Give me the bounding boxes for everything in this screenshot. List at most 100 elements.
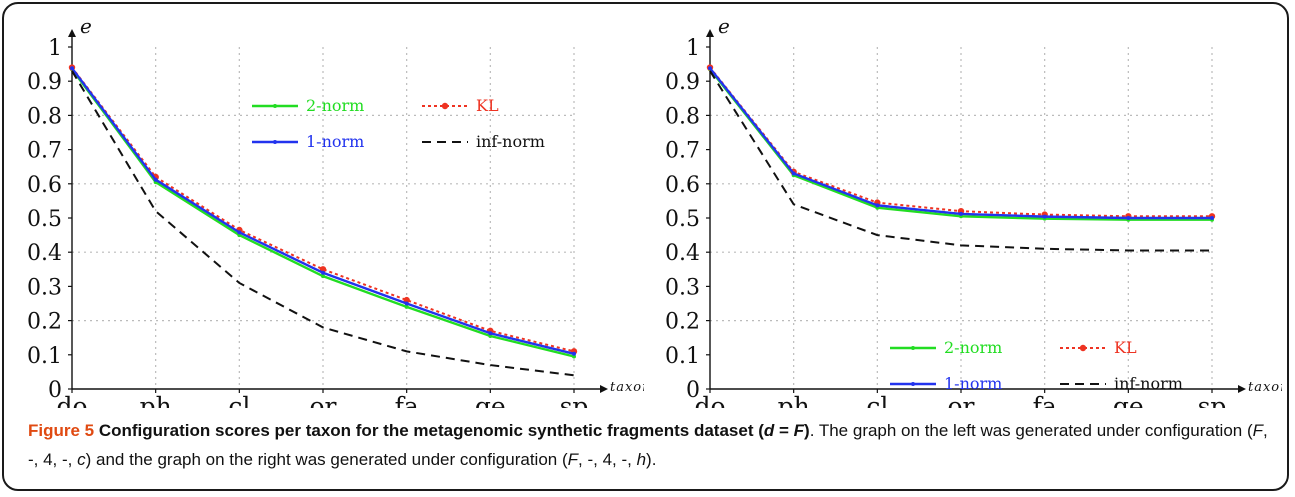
y-tick-label: 0.1 [665,344,700,369]
y-axis-label: e [718,14,730,38]
data-point [153,177,158,182]
caption-eq: = [774,421,794,440]
caption-var-f: F [793,421,805,440]
caption-cfg1-c: c [77,450,86,469]
legend-label-inf-norm: inf-norm [1114,374,1183,393]
legend-marker-2-norm [911,346,915,350]
data-point [791,171,796,176]
data-point [321,274,325,279]
y-axis-arrow [68,29,76,37]
y-tick-label: 0.7 [27,139,62,164]
data-point [572,351,576,356]
series-inf-norm [71,70,575,377]
legend-marker-KL [441,102,449,110]
x-tick-label: fa [1033,392,1057,408]
legend-label-inf-norm: inf-norm [476,132,545,151]
y-tick-label: 0.9 [665,70,700,95]
series-1-norm [708,66,1214,220]
legend-label-2-norm: 2-norm [944,338,1002,357]
x-tick-label: do [694,392,725,408]
x-tick-label: or [947,392,974,408]
data-point [321,270,325,275]
data-point [1126,216,1131,220]
y-tick-label: 0.3 [27,275,62,300]
x-tick-label: sp [560,392,589,408]
y-tick-label: 0 [686,378,700,403]
caption-cfg2-h: h [636,450,647,469]
caption-cfg2-mid: , -, 4, -, [578,450,637,469]
data-point [572,354,576,359]
y-tick-label: 0.8 [27,104,62,129]
y-tick-label: 1 [48,36,62,61]
x-tick-label: ge [475,392,506,408]
legend: 2-norm KL 1-norm inf-norm [890,338,1183,393]
series-inf-norm [709,70,1212,252]
caption-title: Configuration scores per taxon for the m… [94,421,764,440]
series-1-norm [70,66,576,356]
y-tick-label: 0.8 [665,104,700,129]
series-line [71,70,575,377]
caption-var-d: d [763,421,775,440]
y-axis-arrow [706,29,714,37]
caption-cfg1-mid: , -, 4, -, [28,421,1268,469]
x-tick-label: ph [140,392,172,408]
figure-frame: 0 0.1 0.2 0.3 0.4 0.5 0.6 0.7 0.8 0.9 1 do ph cl or fa g… [2,2,1289,491]
figure-caption: Figure 5 Configuration scores per taxon … [28,416,1273,474]
x-tick-label: or [309,392,336,408]
data-point [1042,214,1047,219]
y-tick-label: 0.4 [27,241,62,266]
y-tick-label: 0.9 [27,70,62,95]
x-tick-label: fa [395,392,419,408]
y-tick-label: 0.2 [27,310,62,335]
caption-text-3: ). [646,450,657,469]
left-chart: 0 0.1 0.2 0.3 0.4 0.5 0.6 0.7 0.8 0.9 1 do ph cl or fa g… [27,14,644,408]
legend-marker-2-norm [273,104,277,108]
data-point [875,203,880,208]
x-tick-label: cl [228,392,250,408]
y-tick-label: 0.3 [665,275,700,300]
legend-marker-1-norm [911,382,915,386]
legend-marker-KL [1079,344,1087,352]
y-tick-label: 0.6 [27,173,62,198]
legend-label-2-norm: 2-norm [306,96,364,115]
caption-cfg2-f: F [567,450,579,469]
y-tick-label: 0.5 [665,207,700,232]
x-tick-label: ph [778,392,810,408]
right-chart: 0 0.1 0.2 0.3 0.4 0.5 0.6 0.7 0.8 0.9 1 do ph cl or fa g… [665,14,1282,408]
y-tick-label: 1 [686,36,700,61]
y-tick-label: 0.6 [665,173,700,198]
caption-label: Figure 5 [28,421,95,440]
y-tick-label: 0.7 [665,139,700,164]
y-tick-label: 0 [48,378,62,403]
data-point [488,333,493,338]
caption-cfg1-f: F [1252,421,1264,440]
data-point [488,331,493,336]
y-tick-label: 0.4 [665,241,700,266]
x-axis-label: taxon [1248,380,1282,395]
caption-text-1: . The graph on the left was generated un… [809,421,1253,440]
x-tick-label: sp [1198,392,1227,408]
x-axis-arrow [1238,385,1246,393]
data-point [959,211,963,216]
x-tick-label: do [56,392,87,408]
data-point [70,66,74,71]
legend-label-KL: KL [1114,338,1137,357]
y-tick-label: 0.2 [665,310,700,335]
y-tick-label: 0.1 [27,344,62,369]
legend-label-1-norm: 1-norm [306,132,364,151]
y-tick-label: 0.5 [27,207,62,232]
y-axis-label: e [80,14,92,38]
legend: 2-norm KL 1-norm inf-norm [252,96,545,151]
data-point [1210,216,1214,220]
data-point [404,304,409,309]
x-axis-label: taxon [610,380,644,395]
data-point [404,301,409,306]
legend-label-KL: KL [476,96,499,115]
caption-close: ) [804,421,810,440]
x-tick-label: ge [1113,392,1144,408]
caption-text-2: ) and the graph on the right was generat… [85,450,568,469]
data-point [237,230,242,235]
series-KL [706,64,1216,220]
legend-marker-1-norm [273,140,277,144]
legend-label-1-norm: 1-norm [944,374,1002,393]
